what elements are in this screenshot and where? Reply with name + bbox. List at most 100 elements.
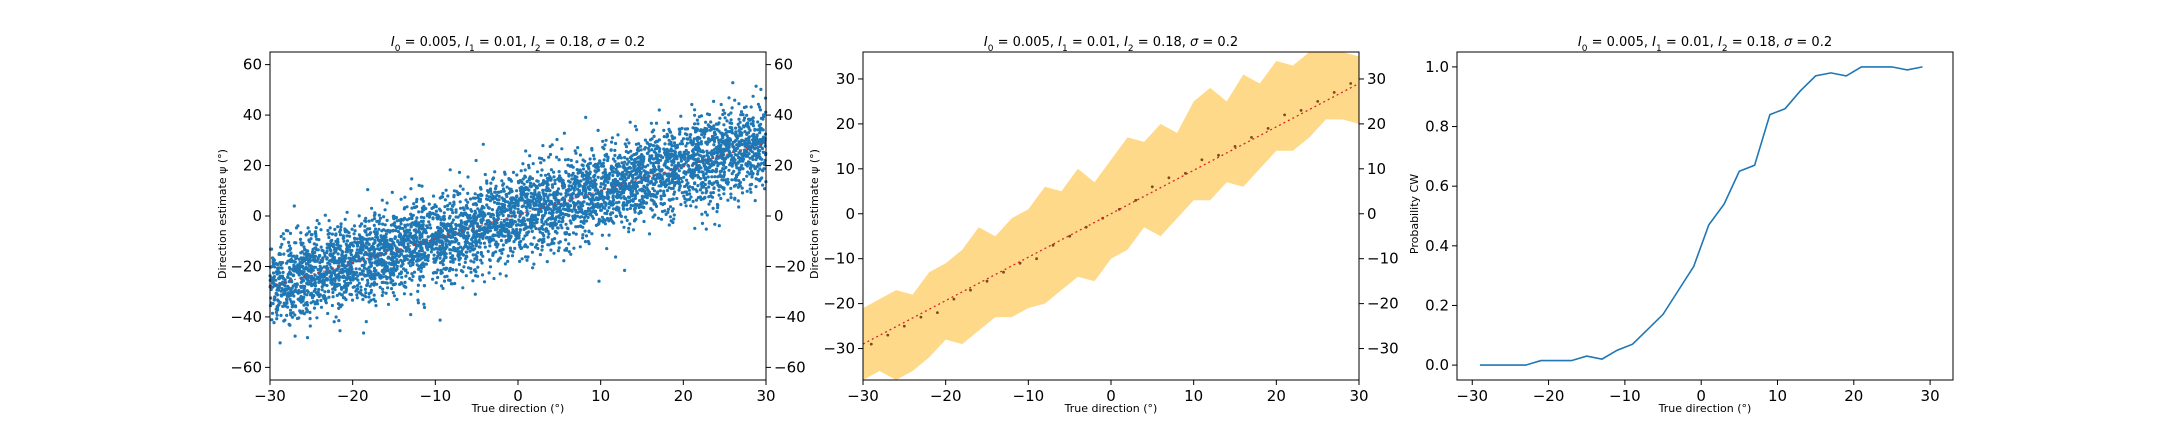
scatter-point [452, 189, 456, 193]
scatter-point [389, 277, 393, 281]
scatter-point [347, 231, 351, 235]
scatter-point [616, 156, 620, 160]
scatter-point [603, 175, 607, 179]
scatter-point [310, 274, 314, 278]
scatter-point [492, 200, 497, 204]
scatter-point [615, 205, 619, 209]
scatter-point [751, 142, 755, 146]
scatter-point [651, 182, 655, 186]
scatter-point [633, 124, 638, 128]
scatter-point [694, 205, 698, 209]
scatter-point [700, 133, 704, 137]
scatter-point [471, 202, 475, 206]
scatter-point [488, 258, 492, 262]
scatter-point [359, 251, 363, 255]
scatter-point [727, 168, 731, 172]
scatter-point [710, 175, 714, 179]
scatter-point [495, 201, 499, 206]
scatter-point [526, 255, 530, 259]
scatter-point [344, 282, 348, 286]
scatter-point [283, 278, 287, 282]
scatter-point [696, 184, 700, 188]
scatter-point [356, 274, 360, 278]
scatter-point [486, 230, 490, 234]
scatter-point [717, 193, 721, 197]
scatter-point [314, 291, 318, 295]
scatter-point [578, 206, 583, 210]
scatter-point [530, 177, 535, 181]
scatter-point [418, 265, 423, 269]
scatter-point [532, 193, 537, 197]
scatter-point [384, 263, 388, 267]
scatter-point [700, 212, 704, 216]
scatter-point [614, 208, 619, 212]
scatter-point [483, 245, 487, 249]
scatter-point [722, 161, 726, 165]
scatter-point [275, 317, 279, 321]
scatter-point [560, 147, 564, 151]
scatter-point [523, 222, 527, 227]
scatter-point [700, 191, 705, 195]
scatter-point [634, 152, 638, 156]
scatter-point [673, 152, 677, 157]
scatter-point [448, 168, 452, 172]
scatter-point [730, 126, 734, 130]
scatter-point [719, 196, 723, 201]
scatter-point [721, 178, 726, 182]
scatter-point [698, 142, 703, 146]
scatter-point [461, 213, 465, 218]
scatter-point [520, 246, 524, 250]
scatter-point [665, 188, 670, 193]
scatter-point [749, 122, 753, 126]
scatter-point [546, 196, 550, 200]
scatter-point [494, 184, 498, 188]
scatter-point [286, 272, 290, 276]
scatter-point [604, 178, 608, 182]
scatter-point [499, 248, 503, 252]
scatter-point [562, 203, 567, 207]
scatter-point [659, 197, 663, 201]
scatter-point [490, 208, 494, 212]
scatter-point [571, 231, 576, 235]
scatter-point [521, 237, 526, 241]
scatter-point [358, 224, 362, 228]
scatter-point [481, 218, 485, 222]
scatter-point [451, 254, 455, 258]
scatter-point [611, 195, 615, 200]
scatter-point [729, 192, 733, 196]
scatter-point [688, 135, 692, 139]
scatter-point [326, 311, 330, 316]
scatter-point [693, 226, 697, 230]
scatter-point [722, 192, 726, 196]
scatter-point [580, 192, 584, 196]
scatter-point [689, 204, 693, 208]
scatter-point [289, 246, 293, 251]
scatter-point [327, 235, 331, 240]
scatter-point [752, 136, 756, 140]
scatter-point [347, 256, 351, 260]
scatter-point [334, 315, 338, 319]
scatter-point [412, 202, 416, 206]
scatter-point [486, 197, 490, 202]
scatter-point [369, 264, 373, 268]
scatter-point [313, 302, 317, 306]
scatter-point [497, 194, 501, 198]
scatter-point [295, 316, 299, 321]
scatter-point [464, 274, 468, 278]
scatter-point [291, 273, 295, 277]
scatter-point [625, 203, 629, 207]
scatter-point [446, 207, 450, 211]
scatter-point [671, 197, 675, 201]
scatter-point [578, 201, 582, 205]
scatter-point [623, 160, 627, 164]
scatter-point [588, 161, 593, 165]
scatter-point [640, 153, 644, 157]
scatter-point [471, 215, 475, 219]
scatter-point [598, 193, 602, 197]
scatter-point [311, 299, 315, 304]
scatter-point [408, 264, 413, 268]
scatter-point [469, 259, 473, 263]
scatter-point [403, 223, 407, 227]
scatter-point [505, 185, 509, 189]
scatter-point [752, 132, 756, 136]
